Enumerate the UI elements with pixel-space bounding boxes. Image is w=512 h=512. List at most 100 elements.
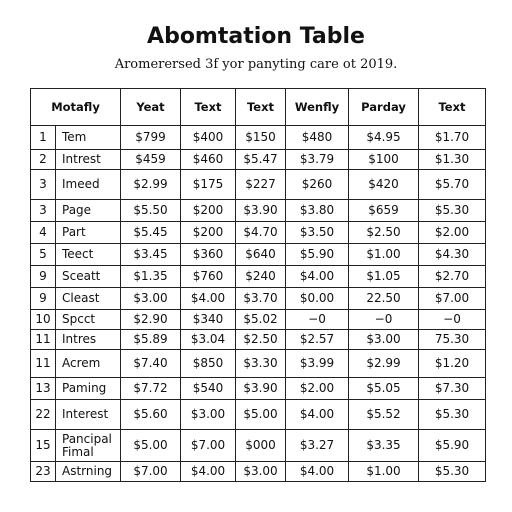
row-name: Intres: [55, 329, 121, 350]
table-row: 3 Page $5.50 $200 $3.90 $3.80 $659 $5.30: [30, 199, 486, 222]
row-number: 4: [30, 221, 56, 244]
row-name: Cleast: [55, 287, 121, 310]
cell: $5.05: [348, 377, 419, 400]
cell: $1.05: [348, 265, 419, 288]
cell: $5.90: [285, 243, 349, 266]
table-row: 9 Sceatt $1.35 $760 $240 $4.00 $1.05 $2.70: [30, 265, 486, 288]
cell: $175: [180, 169, 236, 200]
cell: $2.99: [120, 169, 181, 200]
row-number: 3: [30, 199, 56, 222]
cell: $2.00: [418, 221, 486, 244]
cell: $2.50: [235, 329, 286, 350]
row-name: Page: [55, 199, 121, 222]
cell: $480: [285, 125, 349, 150]
cell: $4.70: [235, 221, 286, 244]
cell: $3.35: [348, 429, 419, 462]
row-number: 22: [30, 399, 56, 430]
cell: $7.30: [418, 377, 486, 400]
row-number: 9: [30, 265, 56, 288]
cell: 22.50: [348, 287, 419, 310]
subtitle: Aromerersed 3f yor panyting care ot 2019…: [114, 57, 398, 72]
row-name: Interest: [55, 399, 121, 430]
cell: $227: [235, 169, 286, 200]
header-row: Motafly Yeat Text Text Wenfly Parday Text: [30, 88, 486, 126]
table-row: 10 Spcct $2.90 $340 $5.02 −0 −0 −0: [30, 309, 486, 330]
row-number: 15: [30, 429, 56, 462]
column-header: Text: [235, 88, 286, 126]
cell: $100: [348, 149, 419, 170]
cell: $3.70: [235, 287, 286, 310]
row-name: Tem: [55, 125, 121, 150]
cell: $4.30: [418, 243, 486, 266]
row-name: Sceatt: [55, 265, 121, 288]
cell: $3.00: [348, 329, 419, 350]
cell: $2.57: [285, 329, 349, 350]
cell: $7.72: [120, 377, 181, 400]
cell: $7.00: [180, 429, 236, 462]
cell: $3.30: [235, 349, 286, 378]
cell: $5.89: [120, 329, 181, 350]
cell: $5.30: [418, 461, 486, 482]
cell: $5.00: [120, 429, 181, 462]
cell: $1.20: [418, 349, 486, 378]
row-number: 9: [30, 287, 56, 310]
cell: $3.00: [180, 399, 236, 430]
cell: $3.99: [285, 349, 349, 378]
cell: $5.90: [418, 429, 486, 462]
cell: $360: [180, 243, 236, 266]
cell: $2.00: [285, 377, 349, 400]
row-name: Teect: [55, 243, 121, 266]
cell: $640: [235, 243, 286, 266]
table-row: 9 Cleast $3.00 $4.00 $3.70 $0.00 22.50 $7.00: [30, 287, 486, 310]
cell: $200: [180, 199, 236, 222]
cell: $3.00: [120, 287, 181, 310]
cell: $3.00: [235, 461, 286, 482]
cell: $340: [180, 309, 236, 330]
cell: $5.30: [418, 399, 486, 430]
cell: $1.70: [418, 125, 486, 150]
row-number: 10: [30, 309, 56, 330]
table-row: 3 Imeed $2.99 $175 $227 $260 $420 $5.70: [30, 169, 486, 200]
cell: $2.90: [120, 309, 181, 330]
row-name: Spcct: [55, 309, 121, 330]
cell: $2.50: [348, 221, 419, 244]
cell: $5.50: [120, 199, 181, 222]
cell: $760: [180, 265, 236, 288]
cell: $1.00: [348, 243, 419, 266]
column-header: Text: [180, 88, 236, 126]
cell: $3.90: [235, 199, 286, 222]
cell: $459: [120, 149, 181, 170]
cell: $000: [235, 429, 286, 462]
table-row: 13 Paming $7.72 $540 $3.90 $2.00 $5.05 $7.30: [30, 377, 486, 400]
column-header: Motafly: [30, 88, 121, 126]
row-name: Pancipal Fimal: [55, 429, 121, 462]
row-name: Part: [55, 221, 121, 244]
title: Abomtation Table: [147, 24, 365, 49]
cell: $420: [348, 169, 419, 200]
cell: $460: [180, 149, 236, 170]
column-header: Text: [418, 88, 486, 126]
cell: $799: [120, 125, 181, 150]
cell: $7.00: [418, 287, 486, 310]
cell: $5.52: [348, 399, 419, 430]
row-name: Acrem: [55, 349, 121, 378]
table-row: 5 Teect $3.45 $360 $640 $5.90 $1.00 $4.30: [30, 243, 486, 266]
cell: $4.00: [285, 399, 349, 430]
cell: $5.45: [120, 221, 181, 244]
cell: 75.30: [418, 329, 486, 350]
data-table: Motafly Yeat Text Text Wenfly Parday Text 1 Tem…: [30, 88, 486, 482]
cell: $5.60: [120, 399, 181, 430]
cell: $4.00: [180, 287, 236, 310]
cell: −0: [418, 309, 486, 330]
cell: $4.00: [285, 265, 349, 288]
table-row: 2 Intrest $459 $460 $5.47 $3.79 $100 $1.30: [30, 149, 486, 170]
cell: $240: [235, 265, 286, 288]
cell: $3.45: [120, 243, 181, 266]
cell: $1.00: [348, 461, 419, 482]
table-row: 4 Part $5.45 $200 $4.70 $3.50 $2.50 $2.00: [30, 221, 486, 244]
cell: $3.79: [285, 149, 349, 170]
cell: $0.00: [285, 287, 349, 310]
cell: $3.04: [180, 329, 236, 350]
row-name: Imeed: [55, 169, 121, 200]
